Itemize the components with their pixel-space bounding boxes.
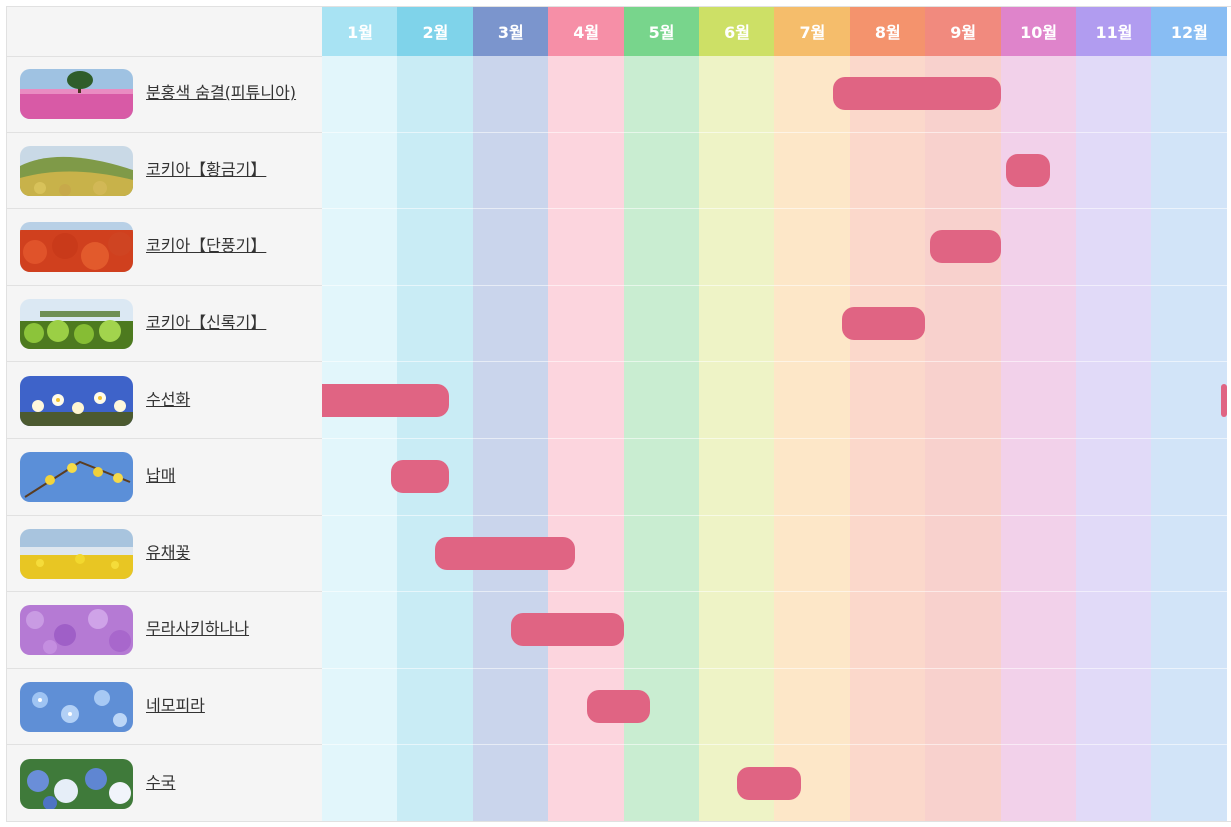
- flower-thumbnail[interactable]: [20, 758, 133, 809]
- flower-row: 네모피라: [6, 669, 1231, 746]
- flower-row: 코키아【단풍기】: [6, 209, 1231, 286]
- month-column: 8월: [849, 6, 926, 822]
- bloom-period-bar: [586, 690, 650, 724]
- bloom-period-bar: [391, 460, 449, 494]
- flower-thumbnail[interactable]: [20, 682, 133, 733]
- month-column: 12월: [1151, 6, 1228, 822]
- row-divider-left: [6, 667, 322, 669]
- flower-thumbnail[interactable]: [20, 528, 133, 579]
- bloom-period-bar: [435, 536, 576, 570]
- flower-name-link[interactable]: 납매: [146, 466, 176, 486]
- flower-thumbnail[interactable]: [20, 145, 133, 196]
- bloom-period-bar: [930, 230, 1001, 264]
- month-column: 6월: [699, 6, 775, 822]
- month-header: 5월: [623, 6, 700, 56]
- flower-row: 유채꽃: [6, 516, 1231, 593]
- bloom-period-bar: [322, 383, 449, 417]
- flower-name-link[interactable]: 네모피라: [146, 696, 205, 716]
- bloom-calendar: 1월 2월 3월 4월 5월 6월 7월 8월 9월 10월 11월 12월 분홍색 숨결(피튜니아)…: [6, 6, 1231, 822]
- row-divider: [6, 514, 1231, 516]
- row-divider: [6, 131, 1231, 133]
- header-corner: [6, 6, 322, 57]
- flower-name-link[interactable]: 수국: [146, 772, 176, 792]
- flower-name-link[interactable]: 코키아【단풍기】: [146, 236, 267, 256]
- flower-row: 무라사키하나나: [6, 592, 1231, 669]
- row-divider-left: [6, 284, 322, 286]
- row-divider: [6, 284, 1231, 286]
- month-column: 11월: [1076, 6, 1152, 822]
- flower-name-link[interactable]: 수선화: [146, 389, 191, 409]
- month-header: 6월: [699, 6, 775, 56]
- month-header: 4월: [548, 6, 625, 56]
- month-header: 9월: [925, 6, 1002, 56]
- flower-row: 수선화: [6, 362, 1231, 439]
- month-header: 1월: [322, 6, 398, 56]
- month-header: 10월: [1000, 6, 1077, 56]
- flower-row: 코키아【신록기】: [6, 286, 1231, 363]
- month-header: 7월: [774, 6, 851, 56]
- flower-thumbnail[interactable]: [20, 222, 133, 273]
- row-divider: [6, 208, 1231, 210]
- flower-thumbnail[interactable]: [20, 375, 133, 426]
- row-divider: [6, 437, 1231, 439]
- bloom-period-bar: [511, 613, 624, 647]
- row-divider-left: [6, 591, 322, 593]
- flower-thumbnail[interactable]: [20, 299, 133, 350]
- flower-thumbnail[interactable]: [20, 69, 133, 120]
- month-column: 4월: [548, 6, 625, 822]
- row-divider: [6, 361, 1231, 363]
- flower-row: 납매: [6, 439, 1231, 516]
- row-divider-left: [6, 514, 322, 516]
- flower-name-link[interactable]: 무라사키하나나: [146, 619, 250, 639]
- month-header: 2월: [397, 6, 474, 56]
- bloom-period-bar: [1220, 383, 1227, 417]
- row-divider-left: [6, 361, 322, 363]
- month-header: 8월: [849, 6, 926, 56]
- flower-row: 분홍색 숨결(피튜니아): [6, 56, 1231, 133]
- month-column: 9월: [925, 6, 1002, 822]
- flower-thumbnail[interactable]: [20, 605, 133, 656]
- month-header: 12월: [1151, 6, 1228, 56]
- bloom-period-bar: [1005, 153, 1050, 187]
- bloom-period-bar: [736, 766, 801, 800]
- row-divider-left: [6, 208, 322, 210]
- flower-name-link[interactable]: 코키아【신록기】: [146, 313, 267, 333]
- bloom-period-bar: [842, 307, 926, 341]
- row-divider: [6, 591, 1231, 593]
- month-header: 3월: [472, 6, 549, 56]
- row-divider-left: [6, 744, 322, 746]
- row-divider-left: [6, 131, 322, 133]
- month-column: 3월: [472, 6, 549, 822]
- month-column: 5월: [623, 6, 700, 822]
- flower-thumbnail[interactable]: [20, 452, 133, 503]
- month-column: 7월: [774, 6, 851, 822]
- flower-name-link[interactable]: 분홍색 숨결(피튜니아): [146, 83, 297, 103]
- month-column: 10월: [1000, 6, 1077, 822]
- bloom-period-bar: [833, 77, 1001, 111]
- row-divider: [6, 744, 1231, 746]
- row-divider-left: [6, 820, 322, 822]
- flower-row: 수국: [6, 745, 1231, 822]
- row-divider: [6, 667, 1231, 669]
- flower-row: 코키아【황금기】: [6, 133, 1231, 210]
- month-header: 11월: [1076, 6, 1152, 56]
- flower-name-link[interactable]: 코키아【황금기】: [146, 159, 267, 179]
- row-divider-left: [6, 437, 322, 439]
- flower-name-link[interactable]: 유채꽃: [146, 542, 191, 562]
